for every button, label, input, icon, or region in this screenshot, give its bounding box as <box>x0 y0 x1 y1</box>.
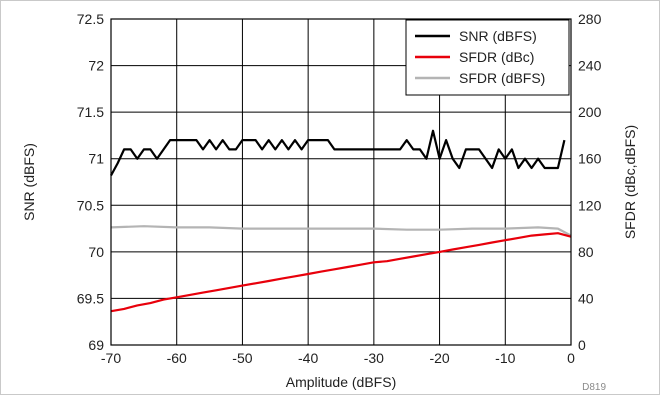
y-right-tick-label: 280 <box>578 11 602 27</box>
y-left-tick-label: 72.5 <box>77 11 104 27</box>
y-left-tick-label: 70 <box>88 244 104 260</box>
y-axis-right-label: SFDR (dBc,dBFS) <box>622 125 638 239</box>
x-axis-label: Amplitude (dBFS) <box>286 374 396 390</box>
x-tick-label: -10 <box>495 350 515 366</box>
plot-frame <box>110 18 572 346</box>
y-right-tick-label: 120 <box>578 197 602 213</box>
series-line-sfdr-dbc <box>110 232 572 313</box>
y-left-tick-label: 69.5 <box>77 290 104 306</box>
y-right-tick-label: 0 <box>578 337 586 353</box>
legend-label: SNR (dBFS) <box>459 28 537 44</box>
tick-labels: -70 -60 -50 -40 -30 -20 -10 0 69 69.5 70 70.5 71 71.5… <box>77 11 602 366</box>
x-tick-label: 0 <box>567 350 575 366</box>
y-left-tick-label: 71 <box>88 151 104 167</box>
x-tick-label: -70 <box>101 350 121 366</box>
series-line-sfdr-dbfs <box>110 225 572 237</box>
series-line-snr <box>110 129 566 177</box>
y-left-tick-label: 71.5 <box>77 104 104 120</box>
legend-label: SFDR (dBc) <box>459 49 534 65</box>
y-left-tick-label: 69 <box>88 337 104 353</box>
legend: SNR (dBFS) SFDR (dBc) SFDR (dBFS) <box>405 19 570 96</box>
figure-tag: D819 <box>582 382 606 393</box>
series-group <box>110 129 572 313</box>
y-right-tick-label: 40 <box>578 290 594 306</box>
y-right-tick-label: 200 <box>578 104 602 120</box>
legend-label: SFDR (dBFS) <box>459 70 545 86</box>
y-left-tick-label: 70.5 <box>77 197 104 213</box>
y-left-tick-label: 72 <box>88 58 104 74</box>
y-axis-left-label: SNR (dBFS) <box>21 143 37 221</box>
x-tick-label: -40 <box>298 350 318 366</box>
y-right-tick-label: 80 <box>578 244 594 260</box>
x-tick-label: -20 <box>429 350 449 366</box>
x-tick-label: -30 <box>364 350 384 366</box>
y-right-tick-label: 240 <box>578 58 602 74</box>
y-right-tick-label: 160 <box>578 151 602 167</box>
x-tick-label: -60 <box>167 350 187 366</box>
x-tick-label: -50 <box>232 350 252 366</box>
